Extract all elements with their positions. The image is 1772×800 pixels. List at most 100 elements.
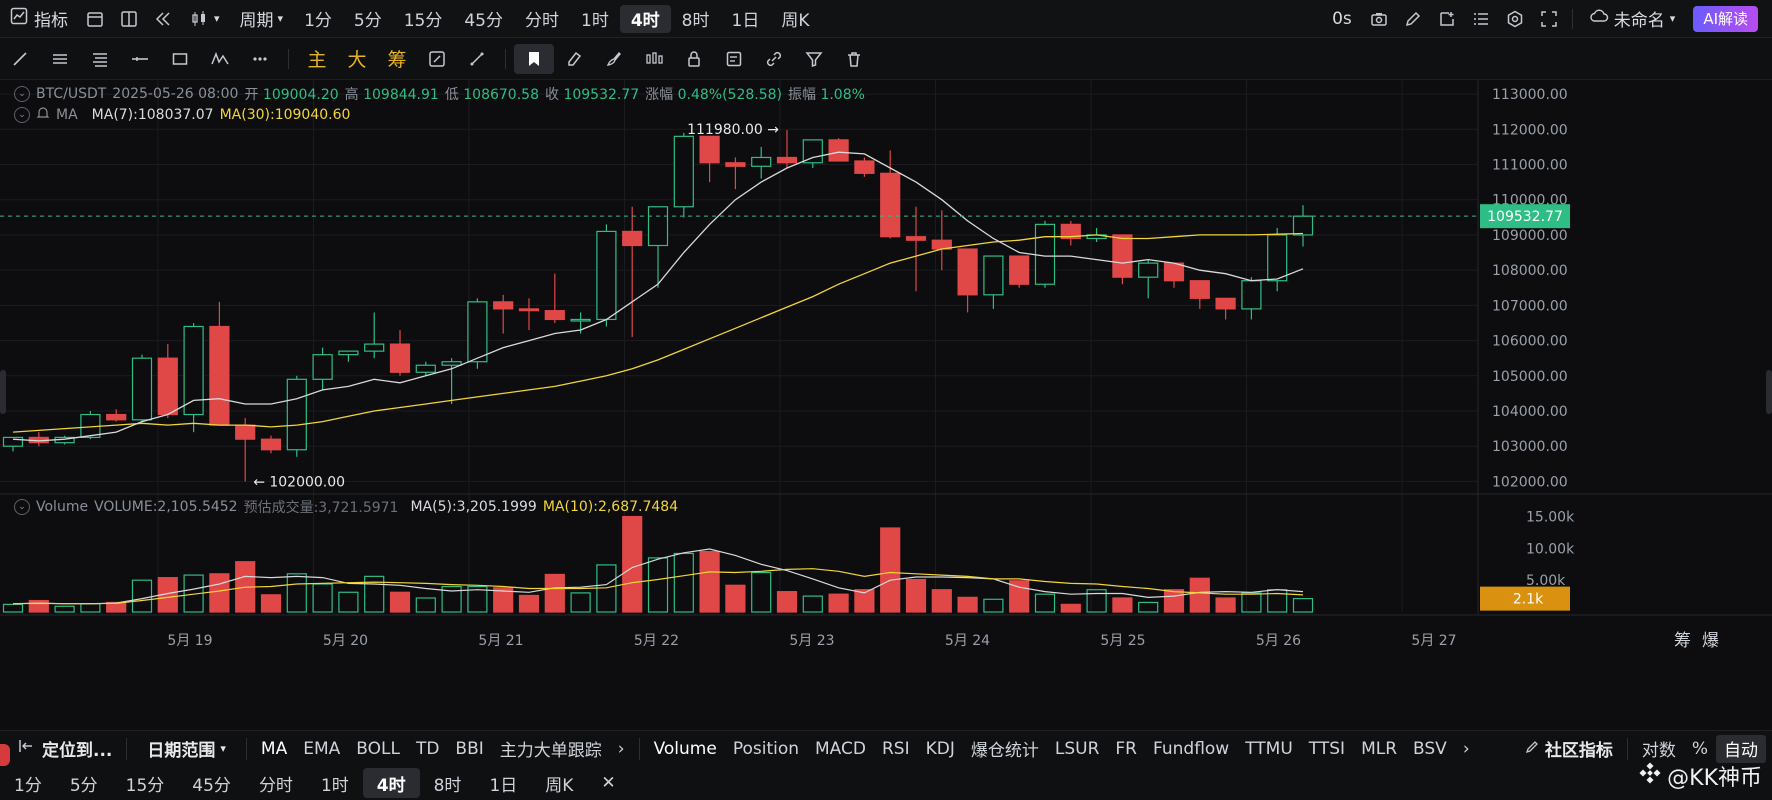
bottom-period-tab[interactable]: 45分 xyxy=(192,775,231,796)
sub-indicator-tab[interactable]: Volume xyxy=(653,738,717,759)
sub-indicator-tab[interactable]: BSV xyxy=(1413,738,1447,759)
main-indicator-tab[interactable]: 主力大单跟踪 xyxy=(499,741,602,761)
collapse-icon[interactable]: ⌄ xyxy=(14,107,30,123)
bell-icon[interactable] xyxy=(36,106,50,124)
sub-indicator-tab[interactable]: Position xyxy=(732,738,800,759)
period-tab[interactable]: 45分 xyxy=(464,11,503,31)
period-tab[interactable]: 5分 xyxy=(353,11,382,31)
community-indicators-button[interactable]: 社区指标 xyxy=(1517,731,1621,767)
bottom-period-tab[interactable]: 分时 xyxy=(258,775,293,796)
candle-type-dropdown[interactable]: ▾ xyxy=(180,5,230,33)
candle-body xyxy=(1060,223,1081,240)
horizontal-line-icon[interactable] xyxy=(120,44,160,74)
bottom-period-tab[interactable]: 周K xyxy=(545,775,574,796)
locate-button[interactable]: 定位到... xyxy=(0,731,120,767)
bottom-period-tab[interactable]: 1时 xyxy=(320,775,349,796)
main-force-tool[interactable]: 主 xyxy=(307,49,327,71)
chevron-right-icon[interactable]: › xyxy=(617,738,625,759)
note-add-icon[interactable] xyxy=(1430,5,1464,33)
pattern-icon[interactable] xyxy=(200,44,240,74)
percent-scale-toggle[interactable]: % xyxy=(1691,738,1708,759)
ai-interpret-button[interactable]: AI解读 xyxy=(1693,5,1758,32)
candle-compare-icon[interactable] xyxy=(634,44,674,74)
candle-body xyxy=(544,310,565,321)
calendar-icon[interactable] xyxy=(78,5,112,33)
period-tab[interactable]: 1日 xyxy=(731,11,760,31)
bottom-period-tab[interactable]: 8时 xyxy=(433,775,462,796)
sub-indicator-tab[interactable]: RSI xyxy=(881,738,910,759)
replay-icon[interactable] xyxy=(146,5,180,33)
candle-body xyxy=(828,139,849,162)
right-side-tab[interactable]: 筹 xyxy=(1674,631,1691,651)
camera-icon[interactable] xyxy=(1362,5,1396,33)
filter-icon[interactable] xyxy=(794,44,834,74)
period-tab[interactable]: 15分 xyxy=(403,11,443,31)
main-indicator-tab[interactable]: BBI xyxy=(455,738,484,759)
red-side-tab[interactable] xyxy=(0,744,10,766)
eraser-icon[interactable] xyxy=(554,44,594,74)
main-indicator-tab[interactable]: MA xyxy=(260,738,288,759)
bottom-period-tab[interactable]: 5分 xyxy=(69,775,98,796)
period-tab[interactable]: 周K xyxy=(781,11,810,31)
auto-scale-toggle[interactable]: 自动 xyxy=(1716,734,1766,763)
fib-lines-icon[interactable] xyxy=(80,44,120,74)
period-tab[interactable]: 1时 xyxy=(581,11,609,31)
period-tab[interactable]: 分时 xyxy=(525,11,559,31)
sub-indicator-tab[interactable]: TTMU xyxy=(1245,738,1293,759)
period-tab[interactable]: 1分 xyxy=(304,11,332,31)
collapse-icon[interactable]: ⌄ xyxy=(14,499,30,515)
volume-bar xyxy=(28,599,49,613)
date-range-dropdown[interactable]: 日期范围 ▾ xyxy=(133,731,240,767)
right-drag-handle[interactable] xyxy=(1766,370,1772,414)
main-indicator-tab[interactable]: TD xyxy=(415,738,440,759)
price-chart[interactable]: 113000.00112000.00111000.00110000.001090… xyxy=(0,80,1772,725)
period-dropdown[interactable]: 周期 ▾ xyxy=(230,5,294,33)
brush-icon[interactable] xyxy=(594,44,634,74)
sub-indicator-tab[interactable]: TTSI xyxy=(1308,738,1346,759)
bottom-period-tab[interactable]: 1日 xyxy=(489,775,518,796)
parallel-channel-icon[interactable] xyxy=(40,44,80,74)
bottom-period-tab[interactable]: 1分 xyxy=(14,775,42,796)
chevron-right-icon[interactable]: › xyxy=(1462,738,1470,759)
sub-indicator-tab[interactable]: KDJ xyxy=(925,738,955,759)
measure-icon[interactable] xyxy=(457,44,497,74)
trash-icon[interactable] xyxy=(834,44,874,74)
sub-indicator-tab[interactable]: MLR xyxy=(1361,738,1398,759)
edit-note-icon[interactable] xyxy=(714,44,754,74)
sub-indicator-tab[interactable]: 爆仓统计 xyxy=(970,741,1039,761)
trend-line-icon[interactable] xyxy=(0,44,40,74)
close-icon[interactable]: ✕ xyxy=(601,773,616,793)
candle-body xyxy=(312,354,333,380)
more-icon[interactable] xyxy=(240,44,280,74)
chip-tool[interactable]: 筹 xyxy=(387,49,407,71)
settings-icon[interactable] xyxy=(1498,5,1532,33)
lock-icon[interactable] xyxy=(674,44,714,74)
left-drag-handle[interactable] xyxy=(0,370,6,414)
big-order-tool[interactable]: 大 xyxy=(347,49,367,71)
main-indicator-tab[interactable]: BOLL xyxy=(356,738,400,759)
bottom-period-tab[interactable]: 15分 xyxy=(125,775,165,796)
sub-indicator-tab[interactable]: FR xyxy=(1115,738,1137,759)
magnet-icon[interactable] xyxy=(417,44,457,74)
log-scale-toggle[interactable]: 对数 xyxy=(1641,741,1676,761)
fullscreen-icon[interactable] xyxy=(1532,5,1566,33)
layout-icon[interactable] xyxy=(112,5,146,33)
sub-indicator-tab[interactable]: MACD xyxy=(815,738,866,759)
chart-area[interactable]: 113000.00 112000.00 111000.00 110000.00 1090… xyxy=(0,80,1772,725)
pen-icon[interactable] xyxy=(1396,5,1430,33)
link-icon[interactable] xyxy=(754,44,794,74)
main-indicator-tab[interactable]: EMA xyxy=(303,738,341,759)
period-tab[interactable]: 8时 xyxy=(681,11,710,31)
collapse-icon[interactable]: ⌄ xyxy=(14,86,30,102)
bookmark-icon[interactable] xyxy=(514,43,554,74)
volume-bar xyxy=(260,594,282,613)
bottom-period-tab[interactable]: 4时 xyxy=(362,768,420,798)
right-side-tab[interactable]: 爆 xyxy=(1702,631,1719,651)
period-tab[interactable]: 4时 xyxy=(619,4,671,33)
list-icon[interactable] xyxy=(1464,5,1498,33)
layout-name-dropdown[interactable]: 未命名 ▾ xyxy=(1579,5,1686,33)
sub-indicator-tab[interactable]: Fundflow xyxy=(1153,738,1230,759)
sub-indicator-tab[interactable]: LSUR xyxy=(1054,738,1100,759)
rectangle-icon[interactable] xyxy=(160,44,200,74)
indicator-menu[interactable]: 指标 xyxy=(0,5,78,33)
